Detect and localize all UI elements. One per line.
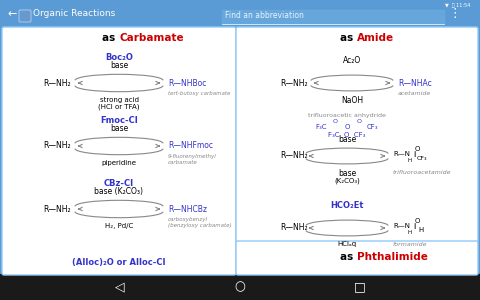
Text: H: H (418, 227, 423, 233)
Text: F₃C: F₃C (315, 124, 327, 130)
Text: CF₃: CF₃ (417, 155, 428, 160)
Text: as: as (340, 33, 357, 43)
Text: tert-butoxy carbamate: tert-butoxy carbamate (168, 91, 230, 96)
Text: ←: ← (8, 9, 17, 19)
Text: Carbamate: Carbamate (119, 33, 184, 43)
Text: acetamide: acetamide (398, 91, 431, 96)
Text: strong acid
(HCl or TFA): strong acid (HCl or TFA) (98, 97, 140, 110)
Text: R—NHBoc: R—NHBoc (168, 79, 206, 88)
Text: (Alloc)₂O or Alloc-Cl: (Alloc)₂O or Alloc-Cl (72, 257, 166, 266)
Text: ∥: ∥ (413, 223, 416, 229)
Bar (0, 0, 480, 28)
Text: Organic Reactions: Organic Reactions (33, 10, 115, 19)
Text: 9-fluorenylmethyl
carbamate: 9-fluorenylmethyl carbamate (168, 154, 217, 165)
Text: HCO₂Et: HCO₂Et (330, 201, 364, 210)
Text: O: O (357, 119, 361, 124)
Text: Boc₂O: Boc₂O (105, 53, 133, 62)
Text: base: base (338, 135, 356, 144)
Text: piperidine: piperidine (101, 160, 136, 166)
Text: ▼  ⬛ 11:54: ▼ ⬛ 11:54 (445, 2, 470, 8)
Text: R—N: R—N (393, 151, 410, 157)
Text: Ac₂O: Ac₂O (343, 56, 361, 65)
Text: O: O (415, 218, 420, 224)
FancyBboxPatch shape (236, 241, 478, 275)
Text: formamide: formamide (393, 242, 428, 247)
Text: base: base (110, 61, 128, 70)
Text: CBz-Cl: CBz-Cl (104, 179, 134, 188)
Text: base: base (338, 169, 356, 178)
Text: Phthalimide: Phthalimide (357, 252, 428, 262)
Text: Amide: Amide (357, 33, 394, 43)
FancyBboxPatch shape (2, 27, 236, 275)
Text: as: as (340, 252, 357, 262)
Text: NaOH: NaOH (341, 96, 363, 105)
Text: O: O (344, 124, 350, 130)
Text: carboxybenzyl
(benzyloxy carbamate): carboxybenzyl (benzyloxy carbamate) (168, 217, 232, 228)
Bar (0, 274, 480, 300)
Text: ◁: ◁ (115, 280, 125, 293)
Text: base (K₂CO₃): base (K₂CO₃) (95, 187, 144, 196)
Text: R—NH₂: R—NH₂ (280, 224, 308, 232)
Text: ∥: ∥ (413, 151, 416, 157)
Text: base: base (110, 124, 128, 133)
Text: R—NH₂: R—NH₂ (280, 152, 308, 160)
Text: R—NHAc: R—NHAc (398, 79, 432, 88)
Text: R—NHFmoc: R—NHFmoc (168, 142, 213, 151)
Text: O: O (415, 146, 420, 152)
Text: R—NHCBz: R—NHCBz (168, 205, 207, 214)
FancyBboxPatch shape (236, 27, 478, 243)
Text: CF₃: CF₃ (367, 124, 379, 130)
Text: R—NH₂: R—NH₂ (43, 142, 71, 151)
Text: ○: ○ (235, 280, 245, 293)
Text: as: as (102, 33, 119, 43)
Text: trifluoroacetamide: trifluoroacetamide (393, 170, 452, 175)
Text: H: H (408, 230, 412, 235)
Text: ⋮: ⋮ (449, 8, 461, 20)
Text: □: □ (354, 280, 366, 293)
Text: Fmoc-Cl: Fmoc-Cl (100, 116, 138, 125)
Text: Find an abbreviation: Find an abbreviation (225, 11, 304, 20)
Text: (K₂CO₃): (K₂CO₃) (334, 177, 360, 184)
Bar (222, 10, 444, 24)
Text: R—N: R—N (393, 223, 410, 229)
Text: R—NH₂: R—NH₂ (43, 79, 71, 88)
FancyBboxPatch shape (19, 10, 31, 22)
Text: F₃C  O  CF₃: F₃C O CF₃ (328, 132, 366, 138)
Text: R—NH₂: R—NH₂ (280, 79, 308, 88)
Text: trifluoroacetic anhydride: trifluoroacetic anhydride (308, 113, 386, 118)
Text: R—NH₂: R—NH₂ (43, 205, 71, 214)
Text: H: H (408, 158, 412, 163)
Text: O: O (333, 119, 337, 124)
Text: HClₐq: HClₐq (337, 241, 357, 247)
Text: H₂, Pd/C: H₂, Pd/C (105, 223, 133, 229)
